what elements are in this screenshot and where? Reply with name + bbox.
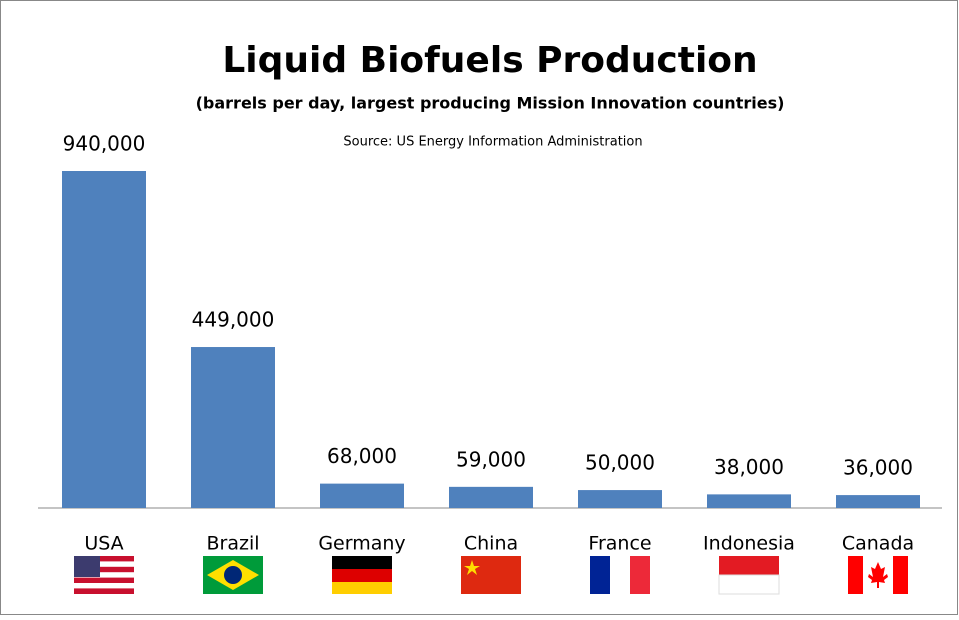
- bar: [836, 495, 920, 508]
- x-tick-label: Canada: [842, 533, 914, 555]
- bar: [449, 486, 533, 508]
- bar: [707, 494, 791, 508]
- flag-france: [590, 556, 650, 594]
- x-tick-label: Germany: [318, 533, 405, 555]
- value-label: 940,000: [63, 132, 146, 156]
- bar: [320, 483, 404, 508]
- x-tick-label: Indonesia: [703, 533, 795, 555]
- flag-brazil: [203, 556, 263, 594]
- value-label: 68,000: [327, 444, 397, 468]
- bar: [62, 171, 146, 508]
- flags: [74, 556, 908, 595]
- source-note: Source: US Energy Information Administra…: [343, 135, 642, 150]
- x-tick-label: Brazil: [206, 533, 259, 555]
- flag-canada: [848, 556, 908, 594]
- value-label: 36,000: [843, 456, 913, 480]
- flag-germany: [332, 556, 392, 594]
- chart-title: Liquid Biofuels Production: [222, 40, 757, 81]
- flag-china: [461, 556, 521, 594]
- x-tick-label: France: [588, 533, 651, 555]
- flag-indonesia: [718, 556, 780, 595]
- chart-subtitle: (barrels per day, largest producing Miss…: [196, 94, 785, 113]
- bar: [578, 490, 662, 508]
- value-label: 449,000: [192, 308, 275, 332]
- x-tick-label: USA: [84, 533, 123, 555]
- value-label: 50,000: [585, 451, 655, 475]
- x-tick-label: China: [464, 533, 518, 555]
- flag-usa: [74, 556, 134, 594]
- value-label: 38,000: [714, 455, 784, 479]
- bar: [191, 347, 275, 508]
- value-label: 59,000: [456, 447, 526, 471]
